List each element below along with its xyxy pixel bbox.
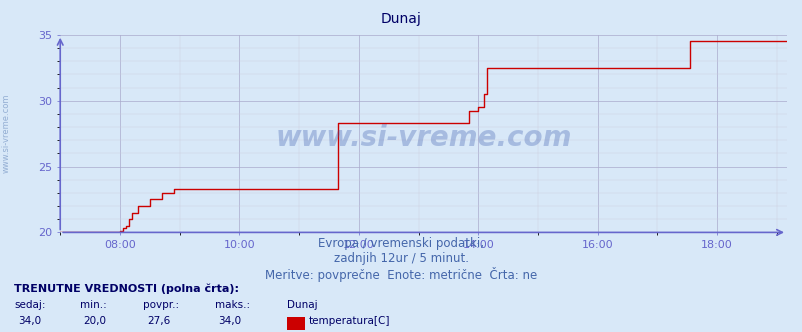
Text: zadnjih 12ur / 5 minut.: zadnjih 12ur / 5 minut. <box>334 252 468 265</box>
Text: min.:: min.: <box>80 300 107 310</box>
Text: TRENUTNE VREDNOSTI (polna črta):: TRENUTNE VREDNOSTI (polna črta): <box>14 284 239 294</box>
Text: povpr.:: povpr.: <box>143 300 179 310</box>
Text: 34,0: 34,0 <box>18 316 41 326</box>
Text: 20,0: 20,0 <box>83 316 107 326</box>
Text: Meritve: povprečne  Enote: metrične  Črta: ne: Meritve: povprečne Enote: metrične Črta:… <box>265 267 537 282</box>
Text: Dunaj: Dunaj <box>287 300 318 310</box>
Text: 27,6: 27,6 <box>147 316 170 326</box>
Text: Evropa / vremenski podatki,: Evropa / vremenski podatki, <box>318 237 484 250</box>
Text: Dunaj: Dunaj <box>381 12 421 26</box>
Text: 34,0: 34,0 <box>218 316 241 326</box>
Text: sedaj:: sedaj: <box>14 300 46 310</box>
Text: www.si-vreme.com: www.si-vreme.com <box>275 124 571 152</box>
Text: www.si-vreme.com: www.si-vreme.com <box>2 93 11 173</box>
Text: temperatura[C]: temperatura[C] <box>309 316 390 326</box>
Text: maks.:: maks.: <box>215 300 250 310</box>
